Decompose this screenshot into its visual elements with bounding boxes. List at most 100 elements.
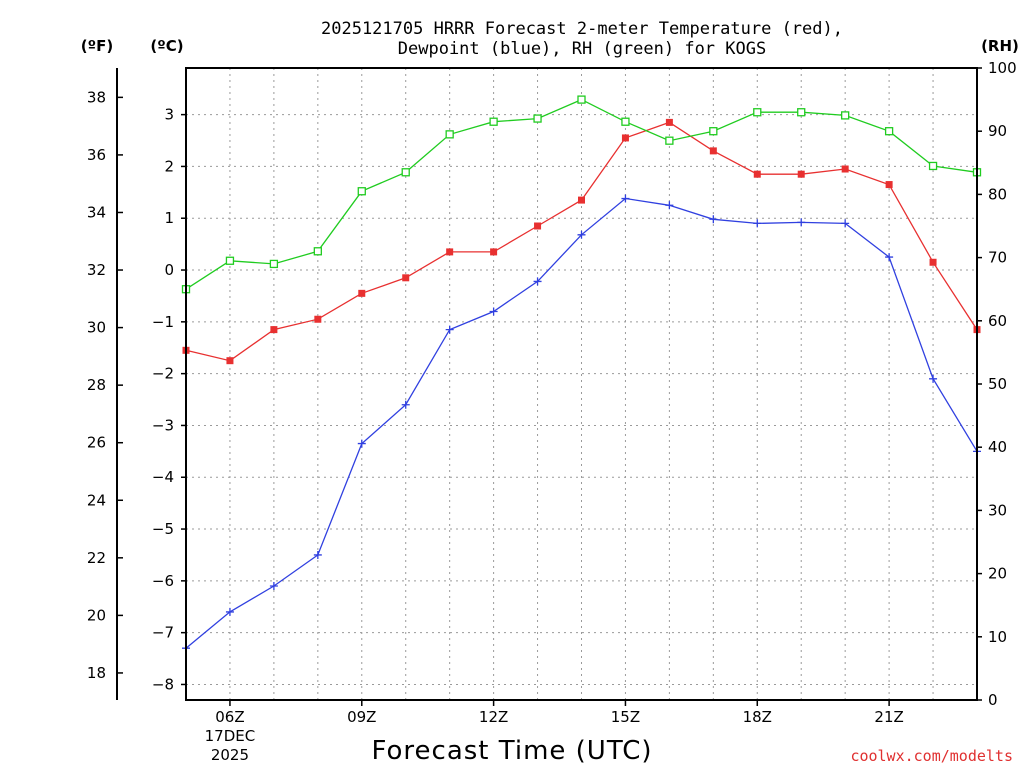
time-tick-label: 15Z — [611, 708, 640, 726]
rh-point — [357, 187, 366, 196]
rh-tick-label: 40 — [988, 438, 1007, 456]
rh-point — [841, 111, 850, 120]
rh-point — [709, 127, 718, 136]
rh-unit-label: (RH) — [981, 37, 1019, 55]
rh-point — [533, 114, 542, 123]
plot-frame — [185, 67, 978, 701]
temperature-point — [753, 170, 761, 178]
fahrenheit-tick-label: 18 — [87, 664, 106, 682]
dewpoint-point — [533, 277, 542, 286]
celsius-tick-label: −4 — [152, 468, 174, 486]
rh-point — [269, 259, 279, 269]
chart-title-line2: Dewpoint (blue), RH (green) for KOGS — [398, 39, 766, 59]
dewpoint-point — [577, 230, 586, 239]
temperature-point — [665, 118, 673, 126]
fahrenheit-tick-label: 20 — [87, 606, 106, 624]
dewpoint-point — [357, 439, 366, 448]
dewpoint-point — [797, 218, 806, 227]
dewpoint-point — [401, 400, 410, 409]
rh-point — [401, 168, 410, 177]
fahrenheit-tick-label: 38 — [87, 88, 106, 106]
fahrenheit-tick-label: 36 — [87, 146, 106, 164]
temperature-point — [929, 258, 937, 266]
rh-point — [489, 117, 498, 126]
chart-title-line1: 2025121705 HRRR Forecast 2-meter Tempera… — [321, 19, 843, 39]
celsius-tick-label: −5 — [152, 520, 174, 538]
time-tick-label: 12Z — [479, 708, 508, 726]
celsius-tick-label: 0 — [164, 261, 174, 279]
rh-point — [225, 256, 235, 265]
dewpoint-point — [313, 550, 322, 559]
credit-text: coolwx.com/modelts — [850, 747, 1013, 765]
celsius-tick-label: 2 — [164, 157, 174, 175]
rh-tick-label: 90 — [988, 122, 1007, 140]
rh-point — [445, 130, 454, 139]
temperature-point — [709, 147, 717, 155]
rh-tick-label: 80 — [988, 185, 1007, 203]
dewpoint-point — [269, 582, 278, 591]
rh-tick-label: 70 — [988, 249, 1007, 267]
rh-point — [884, 127, 894, 136]
year-label: 2025 — [211, 746, 249, 764]
rh-point — [577, 95, 586, 104]
temperature-point — [358, 289, 366, 297]
rh-tick-label: 100 — [988, 59, 1017, 77]
series-layer — [181, 95, 982, 653]
temperature-point — [226, 357, 234, 365]
fahrenheit-tick-label: 34 — [87, 203, 106, 221]
fahrenheit-unit-label: (ºF) — [81, 37, 113, 55]
fahrenheit-tick-label: 22 — [87, 549, 106, 567]
rh-point — [621, 117, 630, 126]
dewpoint-point — [489, 307, 498, 316]
temperature-series — [182, 118, 981, 365]
temperature-point — [885, 181, 893, 189]
temperature-point — [621, 134, 629, 142]
dewpoint-point — [225, 607, 234, 616]
rh-tick-label: 10 — [988, 628, 1007, 646]
dewpoint-series — [182, 194, 981, 653]
fahrenheit-tick-label: 32 — [87, 261, 106, 279]
temperature-point — [841, 165, 849, 173]
temperature-point — [534, 222, 542, 230]
time-tick-label: 06Z — [215, 708, 244, 726]
temperature-point — [797, 170, 805, 178]
dewpoint-point — [709, 215, 718, 224]
temperature-point — [314, 315, 322, 323]
temperature-point — [446, 248, 454, 256]
time-tick-label: 21Z — [874, 708, 903, 726]
fahrenheit-tick-label: 30 — [87, 319, 106, 337]
celsius-tick-label: −6 — [152, 572, 174, 590]
fahrenheit-tick-label: 26 — [87, 434, 106, 452]
celsius-unit-label: (ºC) — [150, 37, 183, 55]
rh-tick-label: 60 — [988, 312, 1007, 330]
celsius-tick-label: −2 — [152, 365, 174, 383]
celsius-tick-label: 1 — [164, 209, 174, 227]
rh-point — [665, 136, 674, 145]
celsius-tick-label: −3 — [152, 416, 174, 434]
temperature-point — [402, 274, 410, 282]
rh-point — [753, 108, 762, 117]
rh-tick-label: 20 — [988, 565, 1007, 583]
rh-tick-label: 50 — [988, 375, 1007, 393]
dewpoint-point — [445, 325, 454, 334]
temperature-point — [490, 248, 498, 256]
fahrenheit-tick-label: 28 — [87, 376, 106, 394]
celsius-axis: 3 2 1 0 −1 −2 −3 −4 −5 −6 −7 −8 — [152, 106, 186, 693]
date-label: 17DEC — [205, 727, 256, 745]
grid-lines — [185, 68, 978, 700]
celsius-tick-label: −8 — [152, 675, 174, 693]
dewpoint-point — [841, 219, 850, 228]
dewpoint-point — [929, 374, 938, 383]
dewpoint-point — [665, 201, 674, 210]
time-tick-label: 09Z — [347, 708, 376, 726]
temperature-point — [270, 326, 278, 334]
dewpoint-point — [885, 253, 894, 262]
fahrenheit-tick-label: 24 — [87, 491, 106, 509]
rh-point — [928, 161, 938, 171]
celsius-tick-label: −1 — [152, 313, 174, 331]
dewpoint-point — [621, 194, 630, 203]
time-tick-label: 18Z — [743, 708, 772, 726]
